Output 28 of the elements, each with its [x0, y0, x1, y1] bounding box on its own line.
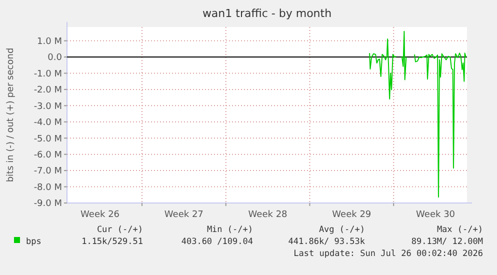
x-tick-label: Week 28 — [248, 210, 288, 220]
y-tick-label: -4.0 M — [34, 118, 62, 128]
text: Max (-/+) — [436, 225, 483, 235]
y-tick-label: 1.0 M — [37, 36, 62, 47]
y-tick-label: 0.0 — [48, 53, 62, 64]
x-tick-label: Week 29 — [332, 210, 372, 220]
y-tick-label: -1.0 M — [34, 69, 62, 80]
y-tick-label: -7.0 M — [34, 166, 62, 177]
text: 403.60 /109.04 — [181, 237, 253, 247]
y-tick-label: -3.0 M — [34, 102, 62, 112]
y-tick-label: -8.0 M — [34, 182, 62, 193]
text: 89.13M/ 12.00M — [411, 237, 483, 247]
x-tick-label: Week 27 — [164, 210, 204, 220]
text: 441.86k/ 93.53k — [288, 237, 365, 247]
y-tick-label: -2.0 M — [34, 86, 62, 96]
text: Cur (-/+) — [96, 225, 143, 235]
text: 1.15k/529.51 — [82, 237, 143, 247]
text: Last update: Sun Jul 26 00:02:40 2026 — [294, 249, 483, 259]
x-tick-label: Week 26 — [80, 210, 120, 220]
y-tick-label: -5.0 M — [34, 134, 62, 144]
x-tick-label: Week 30 — [416, 210, 456, 220]
text: Min (-/+) — [206, 225, 253, 235]
y-axis-title: bits in (-) / out (+) per second — [6, 48, 16, 182]
y-tick-label: -9.0 M — [34, 199, 62, 210]
text: Avg (-/+) — [318, 225, 365, 235]
y-tick-label: -6.0 M — [34, 150, 62, 160]
chart-title: wan1 traffic - by month — [202, 7, 332, 20]
legend-label: bps — [26, 237, 42, 247]
